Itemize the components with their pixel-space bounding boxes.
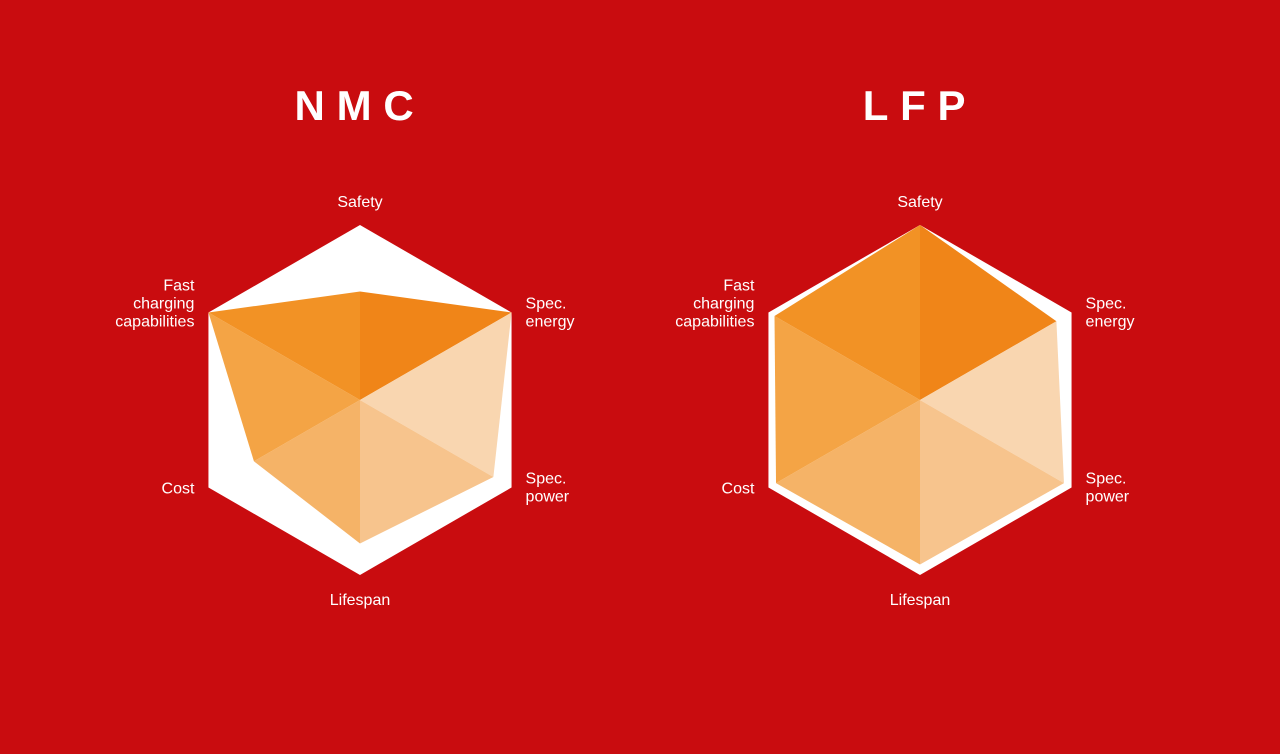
axis-label-lfp-safety: Safety [897,194,942,211]
axis-label-lfp-spec_power: Spec. [1086,471,1127,488]
axis-label-nmc-fast_charging: charging [133,296,194,313]
axis-label-nmc-cost: Cost [162,481,195,498]
chart-stage: NMCSafetySpec.energySpec.powerLifespanCo… [0,0,1280,754]
chart-title-lfp: LFP [863,82,978,129]
axis-label-nmc-spec_power: power [526,489,570,506]
axis-label-nmc-spec_energy: Spec. [526,296,567,313]
axis-label-nmc-spec_energy: energy [526,314,575,331]
axis-label-lfp-fast_charging: capabilities [675,314,754,331]
axis-label-lfp-lifespan: Lifespan [890,592,951,609]
axis-label-nmc-spec_power: Spec. [526,471,567,488]
axis-label-lfp-fast_charging: Fast [723,278,755,295]
radar-comparison-svg: NMCSafetySpec.energySpec.powerLifespanCo… [0,0,1280,754]
axis-label-lfp-fast_charging: charging [693,296,754,313]
axis-label-lfp-cost: Cost [722,481,755,498]
axis-label-lfp-spec_energy: Spec. [1086,296,1127,313]
axis-label-lfp-spec_energy: energy [1086,314,1135,331]
chart-title-nmc: NMC [295,82,426,129]
axis-label-nmc-fast_charging: Fast [163,278,195,295]
axis-label-lfp-spec_power: power [1086,489,1130,506]
axis-label-nmc-lifespan: Lifespan [330,592,391,609]
axis-label-nmc-fast_charging: capabilities [115,314,194,331]
axis-label-nmc-safety: Safety [337,194,382,211]
